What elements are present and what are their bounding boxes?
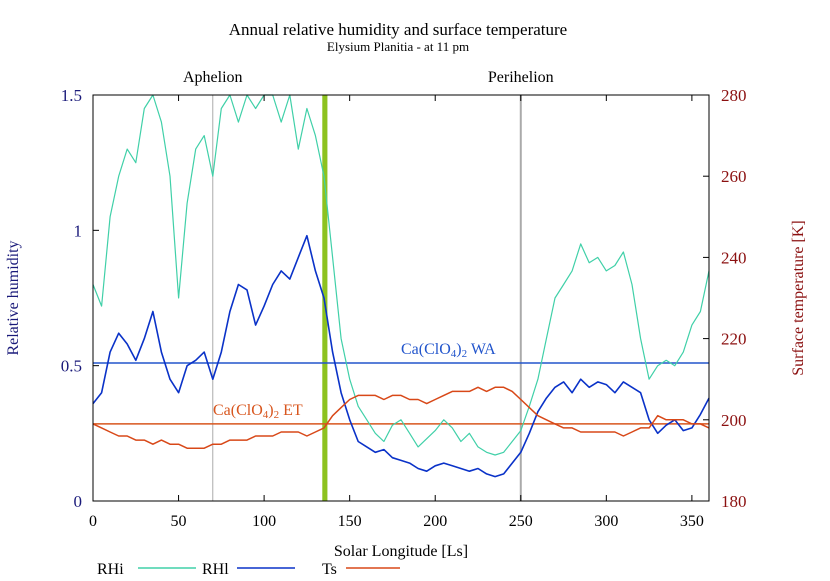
x-tick-label: 100 bbox=[252, 513, 276, 530]
y-right-tick-label: 180 bbox=[721, 492, 747, 511]
x-tick-label: 150 bbox=[338, 513, 362, 530]
legend-label: RHi bbox=[97, 561, 124, 578]
reference-line-label: Ca(ClO4)2 ET bbox=[213, 402, 303, 421]
x-tick-label: 0 bbox=[89, 513, 97, 530]
x-tick-label: 50 bbox=[171, 513, 187, 530]
legend-label: RHl bbox=[202, 561, 229, 578]
y-left-tick-label: 0 bbox=[74, 492, 83, 511]
y-axis-label-left: Relative humidity bbox=[5, 240, 22, 355]
plot-frame bbox=[92, 94, 710, 502]
reference-line-label: Ca(ClO4)2 WA bbox=[401, 341, 496, 360]
series-line-rhi bbox=[92, 94, 710, 456]
x-tick-label: 200 bbox=[423, 513, 447, 530]
y-right-tick-label: 260 bbox=[721, 167, 747, 186]
y-axis-label-right: Surface temperature [K] bbox=[790, 220, 807, 375]
x-tick-label: 350 bbox=[680, 513, 704, 530]
chart-title: Annual relative humidity and surface tem… bbox=[229, 20, 567, 39]
y-right-tick-label: 240 bbox=[721, 248, 747, 267]
y-left-tick-label: 1.5 bbox=[61, 86, 82, 105]
season-marker-label: Perihelion bbox=[488, 69, 554, 86]
x-tick-label: 250 bbox=[509, 513, 533, 530]
y-right-tick-label: 200 bbox=[721, 411, 747, 430]
x-tick-label: 300 bbox=[594, 513, 618, 530]
y-left-tick-label: 0.5 bbox=[61, 357, 82, 376]
season-marker-label: Aphelion bbox=[183, 69, 243, 86]
y-right-tick-label: 220 bbox=[721, 330, 747, 349]
season-band bbox=[322, 95, 328, 501]
series-line-rhl bbox=[92, 234, 710, 478]
x-axis-label: Solar Longitude [Ls] bbox=[334, 543, 468, 560]
series-line-ts bbox=[92, 386, 710, 449]
chart-subtitle: Elysium Planitia - at 11 pm bbox=[327, 39, 469, 54]
y-right-tick-label: 280 bbox=[721, 86, 747, 105]
y-left-tick-label: 1 bbox=[74, 221, 83, 240]
legend-label: Ts bbox=[322, 561, 337, 578]
